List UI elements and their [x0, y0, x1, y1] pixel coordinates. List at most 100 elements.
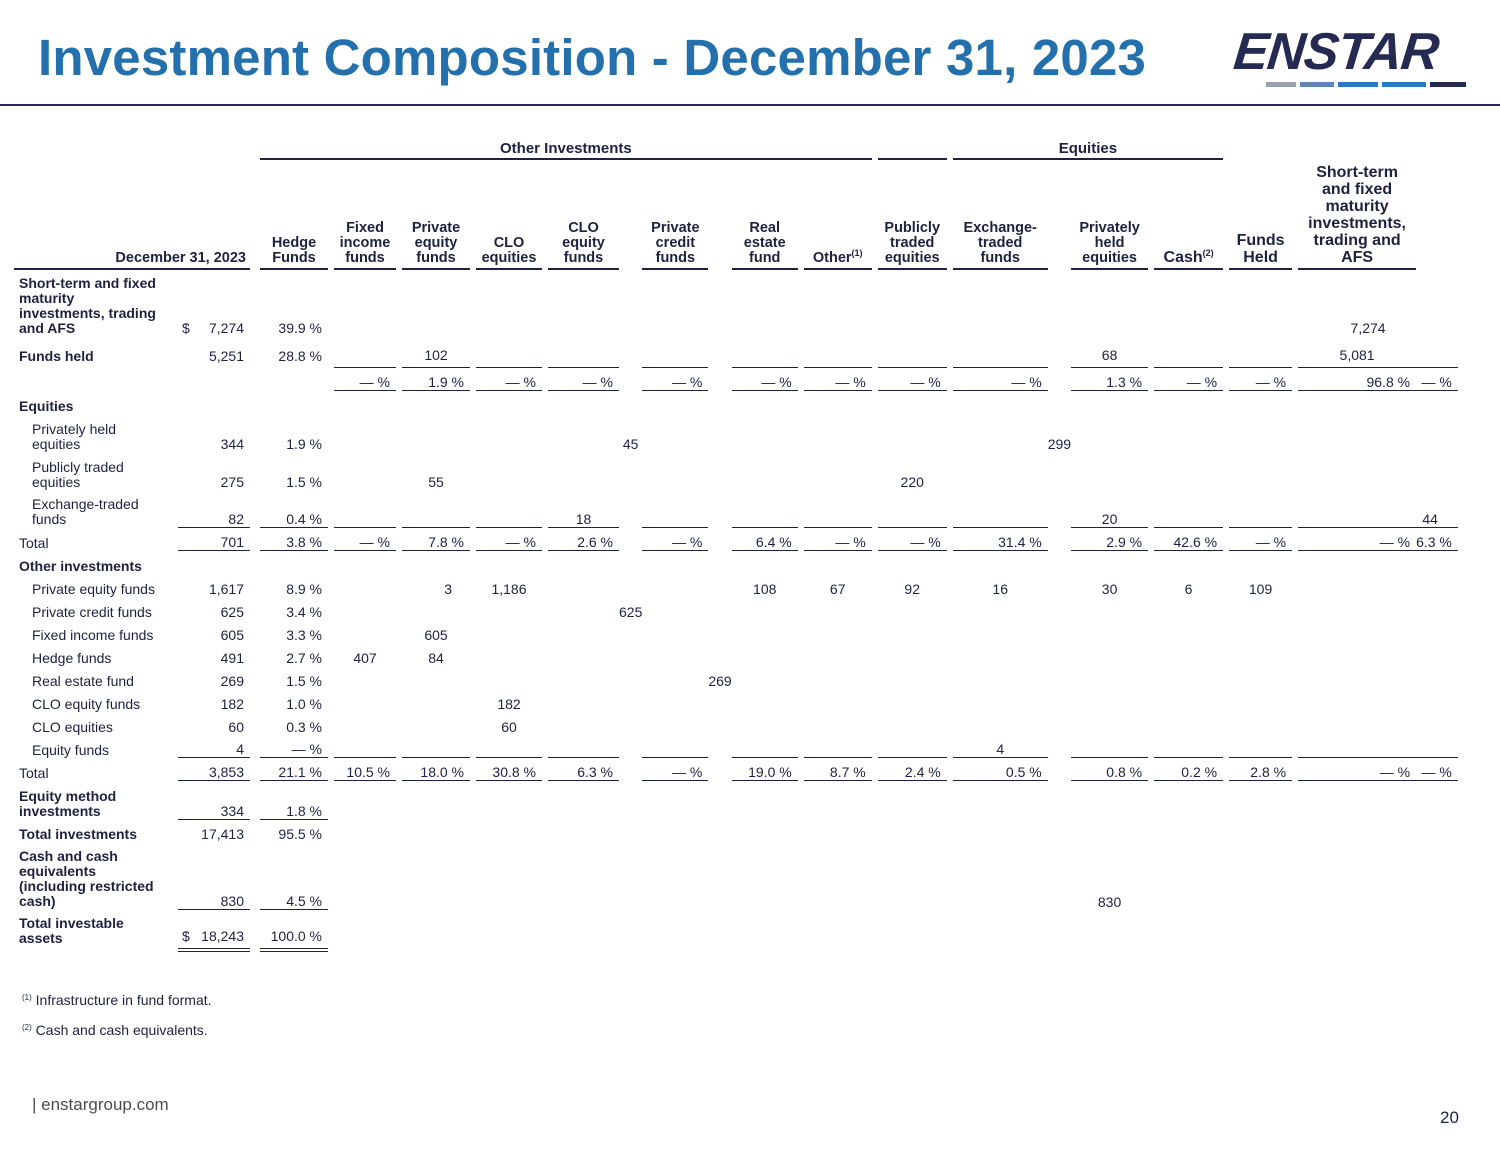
- table-row: Exchange-traded funds 82 0.4 % 18 20 44: [14, 490, 1458, 528]
- fixed-income-cell: 102: [402, 338, 470, 368]
- column-header-row: December 31, 2023 Hedge Funds Fixed income…: [14, 160, 1458, 270]
- table-row: Private credit funds 625 3.4 % 625: [14, 597, 1458, 620]
- percent-cell: — %: [642, 758, 709, 781]
- amount-cell: 275: [220, 474, 244, 490]
- private-credit-cell: 45: [622, 436, 639, 452]
- percent-cell: 6.3 %: [548, 758, 619, 781]
- cash-cell: 830: [1097, 894, 1122, 910]
- fixed-income-cell: 84: [428, 650, 444, 666]
- real-estate-cell: 67: [829, 581, 846, 597]
- amount-cell: 830: [178, 842, 250, 910]
- header-date: December 31, 2023: [14, 160, 250, 270]
- row-label: Privately held equities: [32, 421, 117, 452]
- percent-cell: 1.5 %: [286, 474, 322, 490]
- real-estate-cell: 269: [708, 673, 732, 689]
- percent-cell: 18.0 %: [402, 758, 470, 781]
- percent-cell: 0.8 %: [1071, 758, 1149, 781]
- percent-cell: 21.1 %: [260, 758, 328, 781]
- row-label: Real estate fund: [32, 673, 134, 689]
- amount-cell: 4: [178, 735, 250, 758]
- table-row: Publicly traded equities 275 1.5 % 55 220: [14, 452, 1458, 491]
- table-row: CLO equities 60 0.3 % 60: [14, 712, 1458, 735]
- header-publicly-traded-equities: Publicly traded equities: [877, 160, 947, 270]
- etf-cell: 68: [1071, 338, 1149, 368]
- privately-held-cell: 6: [1184, 581, 1193, 597]
- percent-cell: — %: [642, 528, 709, 551]
- amount-cell: 5,251: [208, 348, 244, 364]
- percent-cell: — %: [877, 528, 947, 551]
- amount-cell: 3,853: [178, 758, 250, 781]
- percent-cell: 2.8 %: [1229, 758, 1293, 781]
- amount-cell: 269: [220, 673, 244, 689]
- amount-cell: $18,243: [178, 910, 250, 952]
- percent-cell: — %: [1154, 368, 1224, 391]
- header-short-term-afs: Short-term and fixed maturity investments, t…: [1298, 160, 1417, 270]
- footnote-2: (2) Cash and cash equivalents.: [22, 1022, 208, 1038]
- footnote-1: (1) Infrastructure in fund format.: [22, 992, 212, 1008]
- percent-cell: 4.5 %: [260, 842, 328, 910]
- percent-cell: 96.8 %: [1298, 368, 1417, 391]
- header-other: Other(1): [803, 160, 872, 270]
- group-equities: Equities: [952, 134, 1224, 160]
- header-private-credit-funds: Private credit funds: [642, 160, 709, 270]
- table-row: Equity funds 4 — % 4: [14, 735, 1458, 758]
- percent-cell: 30.8 %: [476, 758, 542, 781]
- header-fixed-income-funds: Fixed income funds: [334, 160, 396, 270]
- cash-cell: 109: [1248, 581, 1273, 597]
- percent-cell: 1.9 %: [402, 368, 470, 391]
- logo-stripes: [1266, 82, 1466, 88]
- privately-held-cell: 299: [1047, 436, 1072, 452]
- percent-cell: 19.0 %: [731, 758, 798, 781]
- amount-cell: 82: [178, 490, 250, 528]
- percent-cell: 6.3 %: [1416, 528, 1458, 551]
- percent-cell: — %: [1416, 368, 1458, 391]
- percent-cell: 0.2 %: [1154, 758, 1224, 781]
- clo-equities-cell: 60: [501, 719, 517, 735]
- logo-wordmark: ENSTAR: [1230, 23, 1441, 81]
- total-row: Total 701 3.8 % — % 7.8 % — % 2.6 % — % …: [14, 528, 1458, 551]
- table-row: Hedge funds 491 2.7 % 407 84: [14, 643, 1458, 666]
- row-label: Equity funds: [32, 742, 110, 758]
- group-header-row: Other Investments Equities: [14, 134, 1458, 160]
- etf-cell: 20: [1071, 490, 1149, 528]
- amount-cell: 605: [220, 627, 244, 643]
- header-clo-equity-funds: CLO equity funds: [548, 160, 619, 270]
- header-cash: Cash(2): [1154, 160, 1224, 270]
- amount-cell: $7,274: [182, 320, 244, 336]
- table-row: Private equity funds 1,617 8.9 % 3 1,186…: [14, 574, 1458, 597]
- row-label: Exchange-traded funds: [32, 496, 139, 527]
- header-clo-equities: CLO equities: [476, 160, 542, 270]
- section-heading: Other investments: [19, 558, 142, 574]
- percent-cell: 1.0 %: [286, 696, 322, 712]
- percent-cell: — %: [476, 368, 542, 391]
- percent-cell: — %: [334, 528, 396, 551]
- clo-equities-cell: 182: [497, 696, 521, 712]
- publicly-traded-cell: 4: [952, 735, 1048, 758]
- percent-cell: 39.9 %: [278, 320, 322, 336]
- table-row: Short-term and fixed maturity investments,…: [14, 270, 1458, 338]
- row-label: Private equity funds: [32, 581, 155, 597]
- amount-cell: 17,413: [178, 819, 250, 842]
- website-link[interactable]: | enstargroup.com: [32, 1095, 169, 1114]
- short-term-cell: 44: [1416, 490, 1458, 528]
- percent-cell: 3.4 %: [286, 604, 322, 620]
- section-heading-row: Equities: [14, 391, 1458, 414]
- percent-cell: — %: [731, 368, 798, 391]
- percent-cell: 2.9 %: [1071, 528, 1149, 551]
- percent-cell: 42.6 %: [1154, 528, 1224, 551]
- total-row: Total 3,853 21.1 % 10.5 % 18.0 % 30.8 % …: [14, 758, 1458, 781]
- publicly-traded-cell: 220: [900, 474, 924, 490]
- percent-cell: — %: [803, 528, 872, 551]
- page-title: Investment Composition - December 31, 20…: [38, 29, 1147, 86]
- percent-cell: 1.5 %: [286, 673, 322, 689]
- group-other-investments: Other Investments: [260, 134, 872, 160]
- header-hedge-funds: Hedge Funds: [260, 160, 328, 270]
- percent-cell: — %: [1416, 758, 1458, 781]
- percent-cell: 2.7 %: [286, 650, 322, 666]
- amount-cell: 491: [220, 650, 244, 666]
- percent-cell: 10.5 %: [334, 758, 396, 781]
- percent-cell: 2.6 %: [548, 528, 619, 551]
- table-row: — % 1.9 % — % — % — % — % — % — % — % 1.…: [14, 368, 1458, 391]
- percent-cell: 0.3 %: [286, 719, 322, 735]
- percent-cell: — %: [803, 368, 872, 391]
